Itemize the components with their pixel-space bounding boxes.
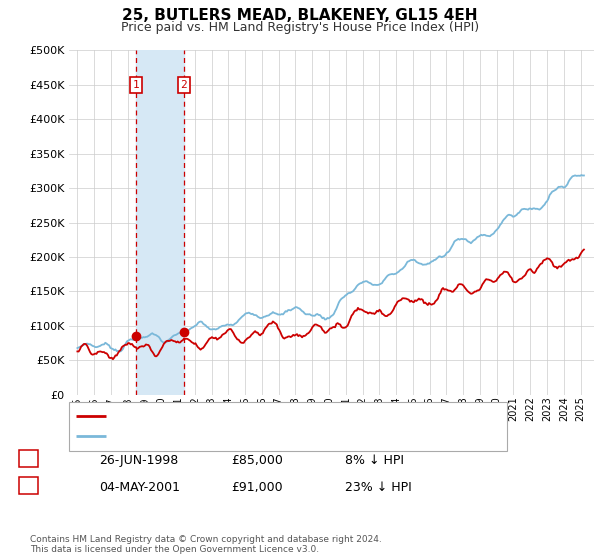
Text: HPI: Average price, detached house, Forest of Dean: HPI: Average price, detached house, Fore… bbox=[112, 431, 394, 441]
Text: 1: 1 bbox=[133, 80, 139, 90]
Text: 2: 2 bbox=[181, 80, 187, 90]
Text: 25, BUTLERS MEAD, BLAKENEY, GL15 4EH: 25, BUTLERS MEAD, BLAKENEY, GL15 4EH bbox=[122, 8, 478, 24]
Text: This data is licensed under the Open Government Licence v3.0.: This data is licensed under the Open Gov… bbox=[30, 545, 319, 554]
Text: 23% ↓ HPI: 23% ↓ HPI bbox=[345, 480, 412, 494]
Text: £85,000: £85,000 bbox=[231, 454, 283, 467]
Bar bbox=[136, 50, 184, 395]
Text: Price paid vs. HM Land Registry's House Price Index (HPI): Price paid vs. HM Land Registry's House … bbox=[121, 21, 479, 34]
Text: 25, BUTLERS MEAD, BLAKENEY, GL15 4EH (detached house): 25, BUTLERS MEAD, BLAKENEY, GL15 4EH (de… bbox=[112, 411, 443, 421]
Text: 8% ↓ HPI: 8% ↓ HPI bbox=[345, 454, 404, 467]
Text: 2: 2 bbox=[24, 480, 32, 494]
Text: £91,000: £91,000 bbox=[231, 480, 283, 494]
Text: 1: 1 bbox=[24, 454, 32, 467]
Text: 26-JUN-1998: 26-JUN-1998 bbox=[99, 454, 178, 467]
Text: Contains HM Land Registry data © Crown copyright and database right 2024.: Contains HM Land Registry data © Crown c… bbox=[30, 535, 382, 544]
Text: 04-MAY-2001: 04-MAY-2001 bbox=[99, 480, 180, 494]
